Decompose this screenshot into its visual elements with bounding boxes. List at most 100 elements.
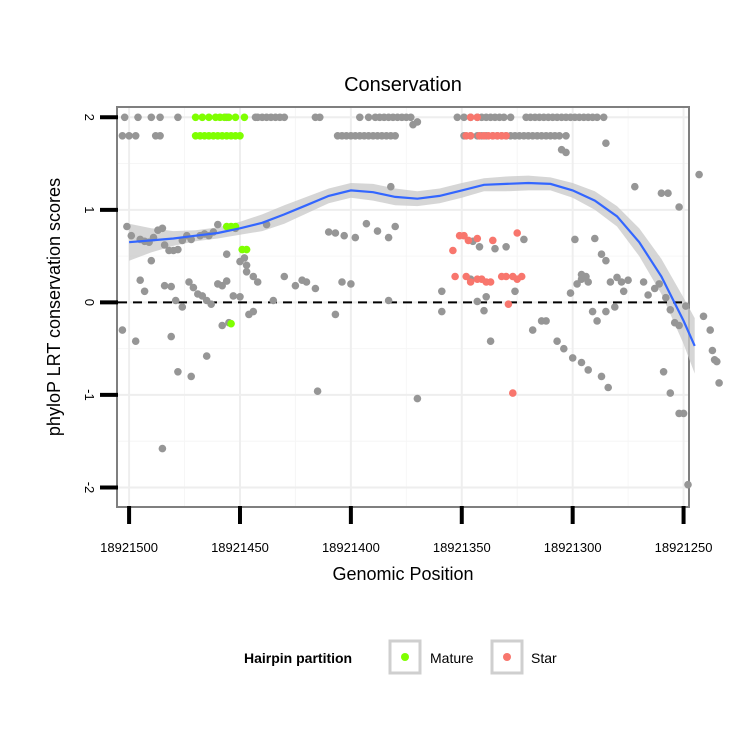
point-other xyxy=(675,321,683,330)
point-other xyxy=(602,256,610,265)
point-other xyxy=(584,366,592,374)
point-mature xyxy=(205,113,213,122)
point-other xyxy=(713,357,721,366)
point-other xyxy=(324,228,333,236)
point-other xyxy=(562,148,570,157)
chart-title: Conservation xyxy=(344,74,462,96)
point-other xyxy=(118,132,127,140)
point-other xyxy=(571,235,579,244)
point-other xyxy=(331,229,340,237)
point-other xyxy=(438,307,446,316)
point-other xyxy=(160,241,169,249)
plot-panel xyxy=(116,106,690,508)
point-star xyxy=(466,113,475,122)
y-tick-label: 0 xyxy=(82,299,97,306)
y-tick-label: -2 xyxy=(82,482,97,494)
x-axis-title: Genomic Position xyxy=(332,564,473,584)
point-other xyxy=(174,368,182,376)
point-other xyxy=(387,182,395,191)
y-tick-label: -1 xyxy=(82,389,97,401)
point-mature xyxy=(242,245,251,254)
point-other xyxy=(156,113,164,122)
point-star xyxy=(513,229,521,237)
point-other xyxy=(131,132,140,140)
point-other xyxy=(174,113,182,122)
point-mature xyxy=(198,113,207,122)
point-other xyxy=(560,344,568,353)
point-other xyxy=(391,222,400,231)
point-other xyxy=(338,278,346,286)
point-mature xyxy=(231,113,240,122)
point-other xyxy=(639,278,648,286)
point-other xyxy=(158,224,167,233)
point-other xyxy=(715,379,723,387)
point-mature xyxy=(240,113,249,122)
point-other xyxy=(229,292,238,300)
point-other xyxy=(708,346,717,355)
point-other xyxy=(174,245,182,254)
point-other xyxy=(520,235,528,244)
point-other xyxy=(311,284,320,293)
point-star xyxy=(489,236,497,245)
point-other xyxy=(351,233,360,242)
point-other xyxy=(291,281,300,290)
point-other xyxy=(486,337,495,346)
point-other xyxy=(218,321,226,330)
x-tick-label: 18921450 xyxy=(211,540,269,555)
legend-label-mature: Mature xyxy=(430,650,474,666)
point-other xyxy=(682,302,690,310)
point-other xyxy=(280,272,289,281)
point-other xyxy=(167,282,175,291)
point-mature xyxy=(191,113,200,122)
point-other xyxy=(679,409,688,418)
point-other xyxy=(611,303,619,311)
point-other xyxy=(664,189,672,197)
x-tick-label: 18921250 xyxy=(655,540,713,555)
point-other xyxy=(695,170,703,179)
point-star xyxy=(466,278,475,286)
point-mature xyxy=(236,132,244,140)
legend-dot-mature xyxy=(401,653,409,661)
point-other xyxy=(453,113,462,122)
point-other xyxy=(491,244,499,253)
point-other xyxy=(604,383,612,392)
y-tick-label: 2 xyxy=(82,114,97,121)
point-other xyxy=(573,280,581,288)
point-other xyxy=(706,326,714,334)
point-other xyxy=(413,118,422,126)
point-other xyxy=(280,113,289,122)
point-other xyxy=(542,317,550,325)
point-other xyxy=(502,243,510,251)
y-tick-label: 1 xyxy=(82,206,97,213)
point-other xyxy=(460,113,468,122)
y-axis-title: phyloP LRT conservation scores xyxy=(44,178,64,436)
point-other xyxy=(123,222,131,231)
point-other xyxy=(438,287,446,296)
point-other xyxy=(356,113,364,122)
x-tick-label: 18921350 xyxy=(433,540,491,555)
point-other xyxy=(644,291,652,299)
x-tick-label: 18921400 xyxy=(322,540,380,555)
smooth-fit-line xyxy=(129,181,696,347)
point-other xyxy=(675,203,683,211)
point-other xyxy=(577,358,586,367)
point-other xyxy=(253,278,262,286)
point-other xyxy=(131,337,140,346)
point-other xyxy=(207,300,215,309)
point-other xyxy=(500,113,508,122)
confidence-ribbon xyxy=(129,175,695,374)
point-star xyxy=(517,272,526,281)
point-other xyxy=(147,113,156,122)
point-star xyxy=(502,272,510,281)
point-star xyxy=(473,234,482,243)
point-other xyxy=(156,132,164,140)
point-other xyxy=(189,283,198,292)
point-other xyxy=(316,113,324,122)
point-other xyxy=(553,337,561,346)
point-other xyxy=(528,326,537,334)
points-layer xyxy=(118,113,723,489)
point-other xyxy=(340,231,349,240)
point-other xyxy=(158,444,167,453)
point-other xyxy=(506,113,515,122)
point-other xyxy=(313,387,322,396)
